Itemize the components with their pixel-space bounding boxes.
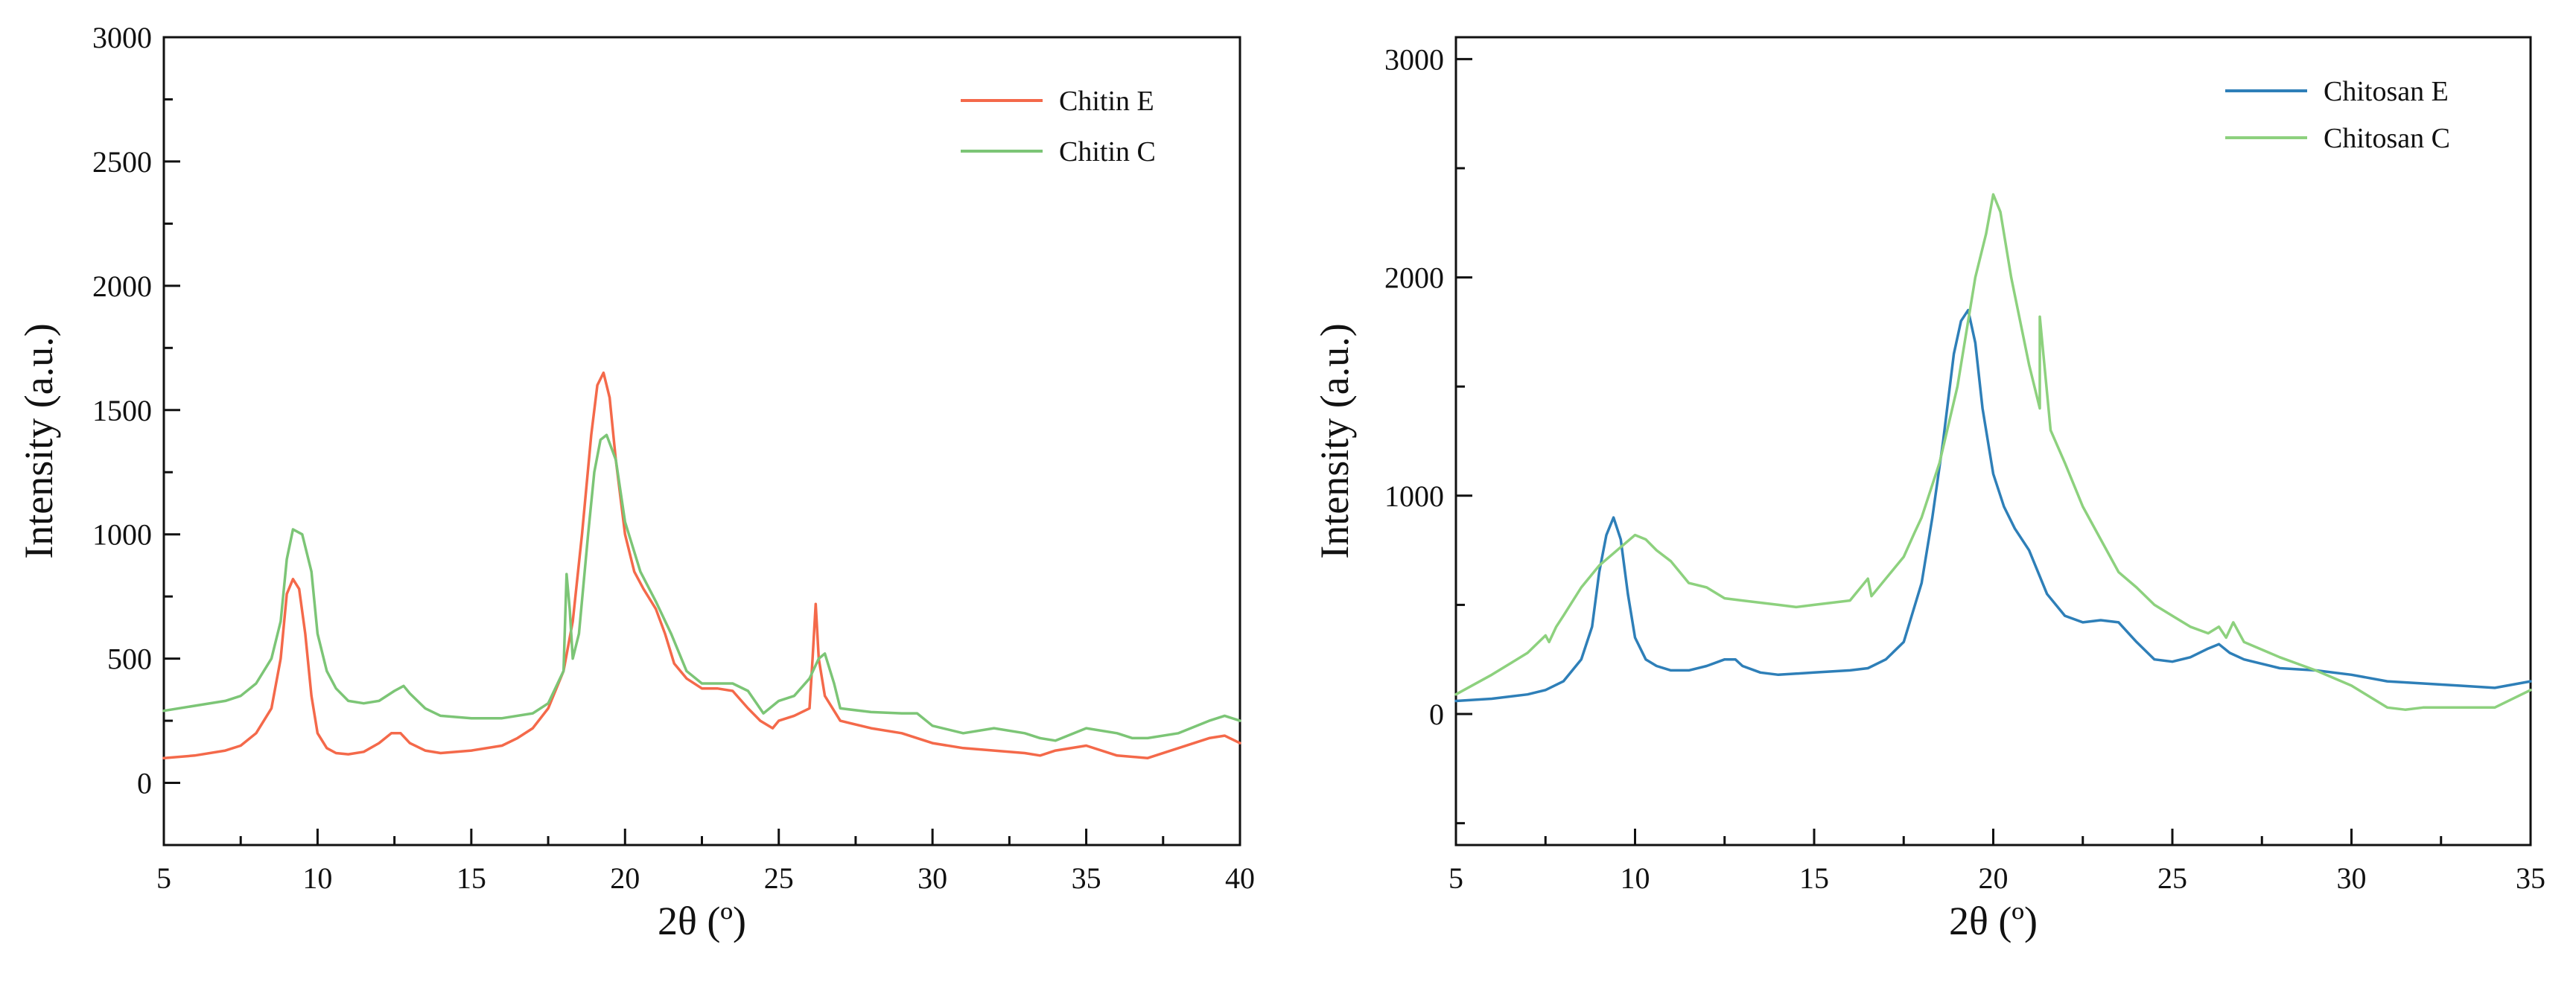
x-tick-label: 5 — [156, 861, 171, 895]
legend-label: Chitosan C — [2324, 123, 2450, 154]
y-tick-label: 0 — [1429, 698, 1444, 731]
legend-label: Chitin E — [1059, 86, 1154, 117]
y-tick-label: 3000 — [92, 21, 152, 54]
x-tick-label: 10 — [302, 861, 332, 895]
series-line-chitin-e — [162, 371, 1241, 759]
x-tick-label: 35 — [2516, 861, 2545, 895]
y-tick-label: 2000 — [92, 270, 152, 303]
x-axis-title: 2θ (º) — [658, 899, 746, 943]
x-tick-label: 20 — [610, 861, 640, 895]
y-tick-label: 1500 — [92, 394, 152, 427]
chitin-xrd-chart: 5 10 15 20 25 30 35 40 0 500 1000 1500 2000 2500 3000 2… — [16, 21, 1255, 943]
x-tick-label: 15 — [1799, 861, 1829, 895]
series-line-chitosan-c — [1454, 193, 2532, 711]
x-axis-title: 2θ (º) — [1949, 899, 2038, 943]
y-tick-label: 3000 — [1384, 42, 1444, 76]
series-line-chitosan-e — [1454, 308, 2532, 703]
series-line-chitin-c — [162, 433, 1241, 742]
x-tick-label: 40 — [1225, 861, 1255, 895]
x-tick-label: 10 — [1621, 861, 1650, 895]
y-axis-title: Intensity (a.u.) — [1312, 323, 1357, 558]
y-tick-label: 500 — [107, 643, 152, 676]
y-tick-label: 1000 — [92, 518, 152, 552]
x-tick-label: 20 — [1979, 861, 2009, 895]
x-tick-label: 5 — [1448, 861, 1463, 895]
y-axis-title: Intensity (a.u.) — [16, 323, 61, 558]
x-tick-label: 30 — [2337, 861, 2367, 895]
y-tick-label: 2000 — [1384, 261, 1444, 295]
x-tick-label: 25 — [764, 861, 794, 895]
legend-label: Chitin C — [1059, 136, 1156, 168]
x-tick-label: 35 — [1072, 861, 1101, 895]
x-tick-label: 30 — [917, 861, 947, 895]
legend-label: Chitosan E — [2324, 76, 2449, 107]
plot-frame — [1454, 36, 2532, 847]
x-tick-label: 15 — [457, 861, 486, 895]
y-tick-label: 1000 — [1384, 479, 1444, 513]
y-tick-label: 2500 — [92, 145, 152, 179]
y-tick-label: 0 — [137, 767, 152, 800]
chitosan-xrd-chart: 5 10 15 20 25 30 35 0 1000 2000 3000 2θ (º) Intensit… — [1312, 36, 2545, 943]
x-tick-label: 25 — [2157, 861, 2187, 895]
